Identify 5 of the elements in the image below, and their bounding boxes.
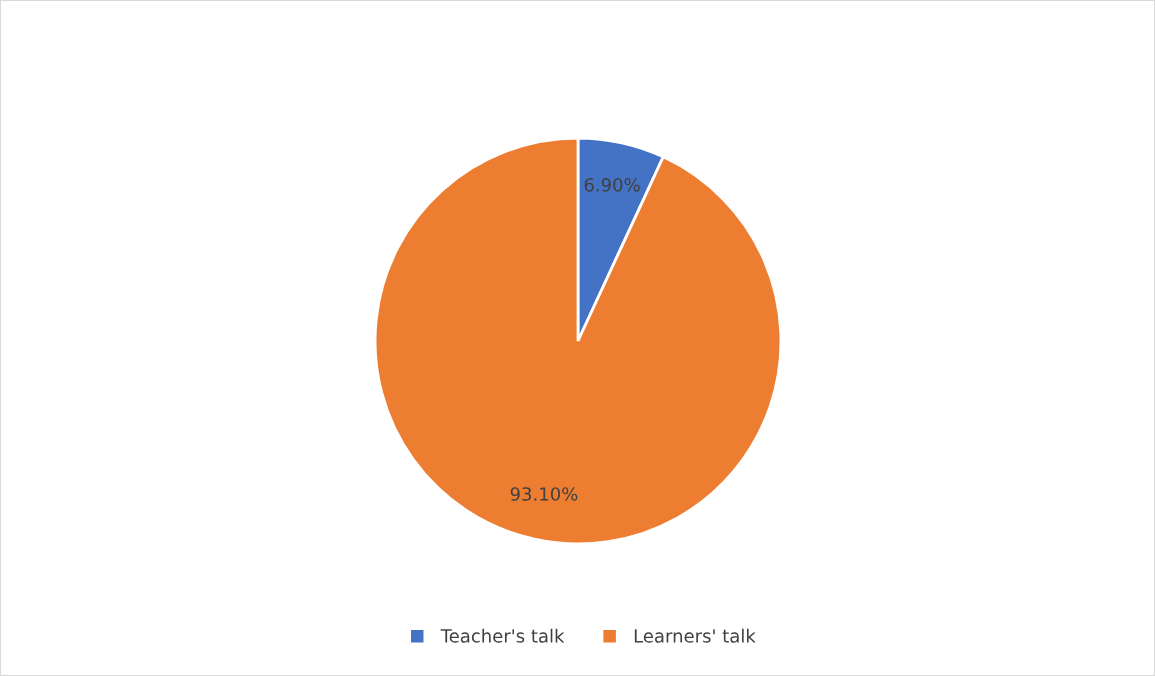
legend-label: Learners' talk xyxy=(634,628,756,643)
data-label: 93.10% xyxy=(510,487,578,501)
data-label: 6.90% xyxy=(584,177,640,192)
pie-slice xyxy=(373,136,783,546)
legend-label: Teacher's talk xyxy=(440,628,565,643)
